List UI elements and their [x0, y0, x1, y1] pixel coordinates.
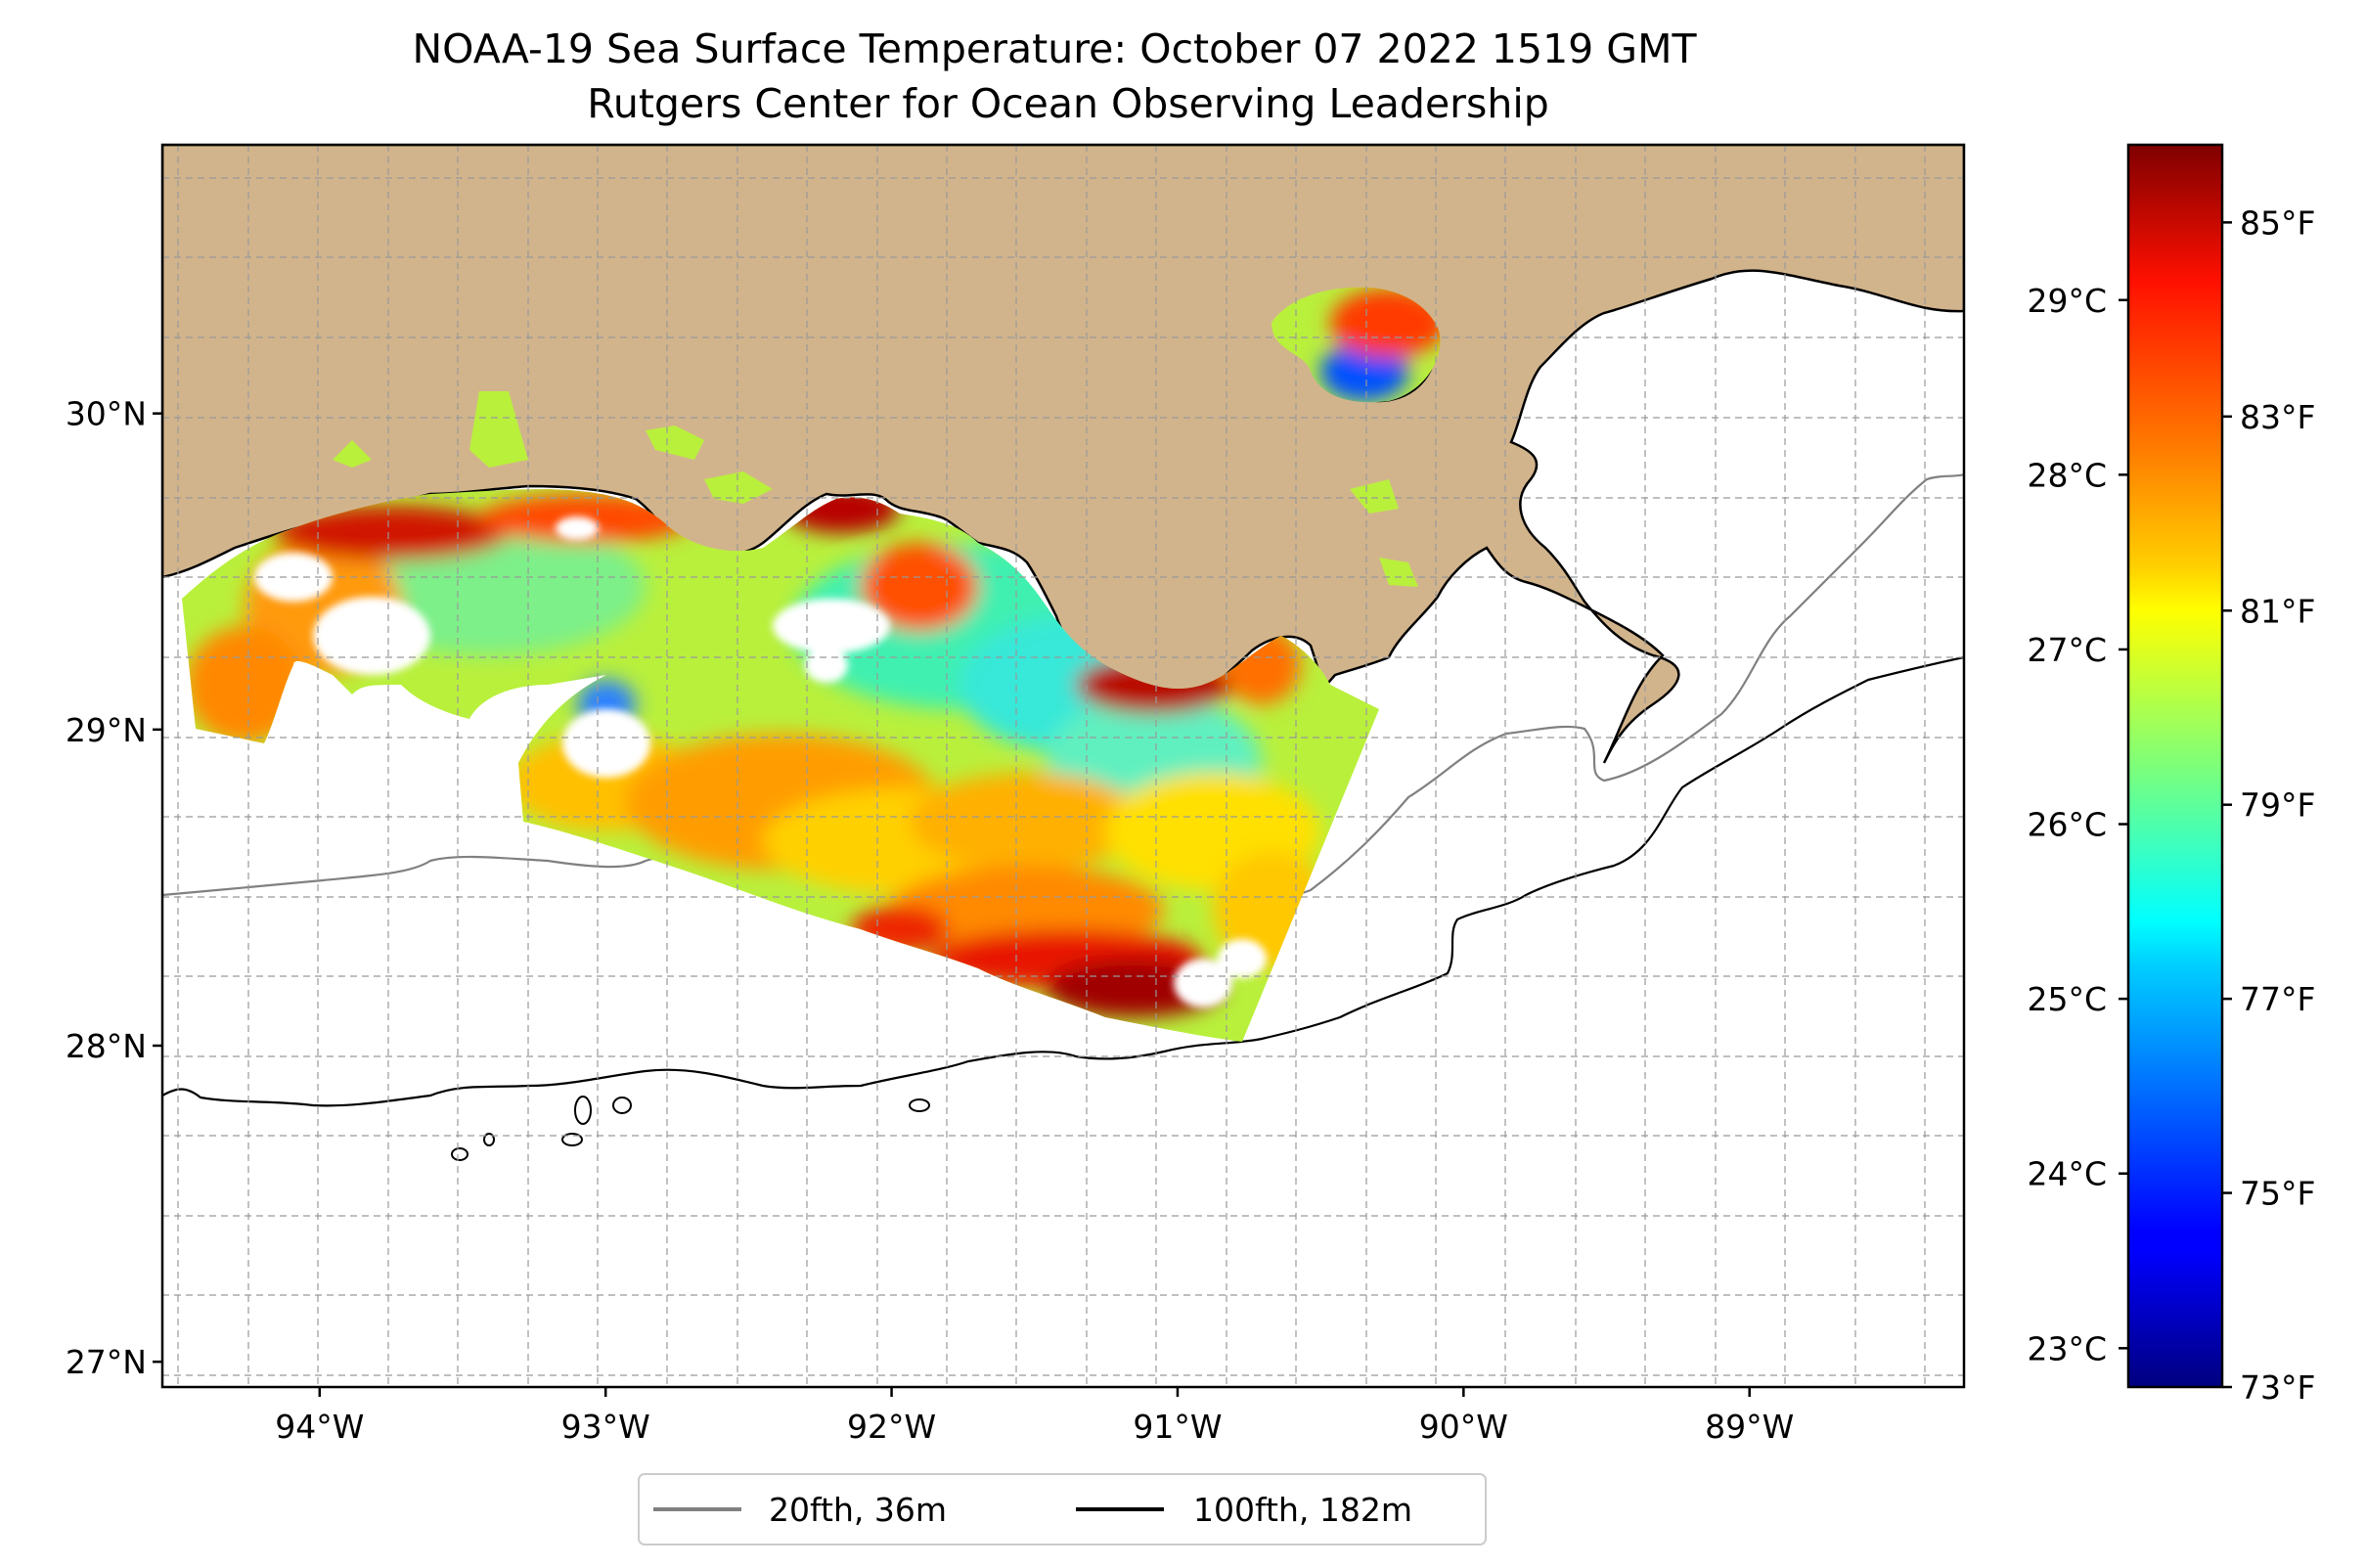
lat-tick-label: 29°N	[66, 711, 147, 749]
legend-label-20fth: 20fth, 36m	[769, 1491, 947, 1529]
lon-tick-label: 91°W	[1133, 1408, 1222, 1446]
celsius-tick-label: 29°C	[2027, 282, 2107, 320]
fahrenheit-tick-label: 77°F	[2240, 980, 2315, 1018]
fahrenheit-tick-label: 73°F	[2240, 1368, 2315, 1407]
legend-label-100fth: 100fth, 182m	[1193, 1491, 1412, 1529]
lon-tick-label: 94°W	[275, 1408, 364, 1446]
celsius-tick-label: 23°C	[2027, 1329, 2107, 1367]
colorbar-gradient	[2126, 143, 2224, 1389]
map-subtitle: Rutgers Center for Ocean Observing Leade…	[587, 80, 1549, 127]
lon-tick-label: 90°W	[1419, 1408, 1508, 1446]
lon-tick-label: 93°W	[561, 1408, 650, 1446]
fahrenheit-tick-label: 79°F	[2240, 786, 2315, 825]
celsius-tick-label: 24°C	[2027, 1155, 2107, 1193]
colorbar-celsius-ticks: 23°C 24°C 25°C 26°C 27°C 28°C 29°C	[2027, 282, 2128, 1367]
lon-tick-label: 92°W	[847, 1408, 936, 1446]
celsius-tick-label: 25°C	[2027, 980, 2107, 1018]
offshore-banks	[451, 1096, 930, 1161]
celsius-tick-label: 26°C	[2027, 806, 2107, 844]
celsius-tick-label: 27°C	[2027, 631, 2107, 669]
lon-tick-label: 89°W	[1705, 1408, 1794, 1446]
legend: 20fth, 36m 100fth, 182m	[638, 1473, 1487, 1546]
lat-tick-label: 30°N	[66, 395, 147, 433]
longitude-axis: 94°W 93°W 92°W 91°W 90°W 89°W	[275, 1387, 1794, 1446]
map-title: NOAA-19 Sea Surface Temperature: October…	[412, 25, 1697, 72]
colorbar-fahrenheit-ticks: 73°F 75°F 77°F 79°F 81°F 83°F 85°F	[2222, 203, 2315, 1407]
gridlines	[162, 145, 1964, 1387]
lat-tick-label: 28°N	[66, 1027, 147, 1065]
map-frame	[160, 143, 1966, 1389]
celsius-tick-label: 28°C	[2027, 456, 2107, 494]
lat-tick-label: 27°N	[66, 1343, 147, 1381]
fahrenheit-tick-label: 75°F	[2240, 1175, 2315, 1213]
isobath-100fth	[162, 655, 1964, 1107]
cloud-mask	[254, 516, 1267, 1008]
latitude-axis: 30°N 29°N 28°N 27°N	[66, 395, 162, 1381]
fahrenheit-tick-label: 83°F	[2240, 398, 2315, 436]
colorbar: 23°C 24°C 25°C 26°C 27°C 28°C 29°C 73°F 75°F 77°…	[2027, 143, 2315, 1407]
fahrenheit-tick-label: 81°F	[2240, 592, 2315, 630]
legend-box	[638, 1473, 1487, 1546]
fahrenheit-tick-label: 85°F	[2240, 203, 2315, 242]
map-panel	[162, 145, 1964, 1387]
